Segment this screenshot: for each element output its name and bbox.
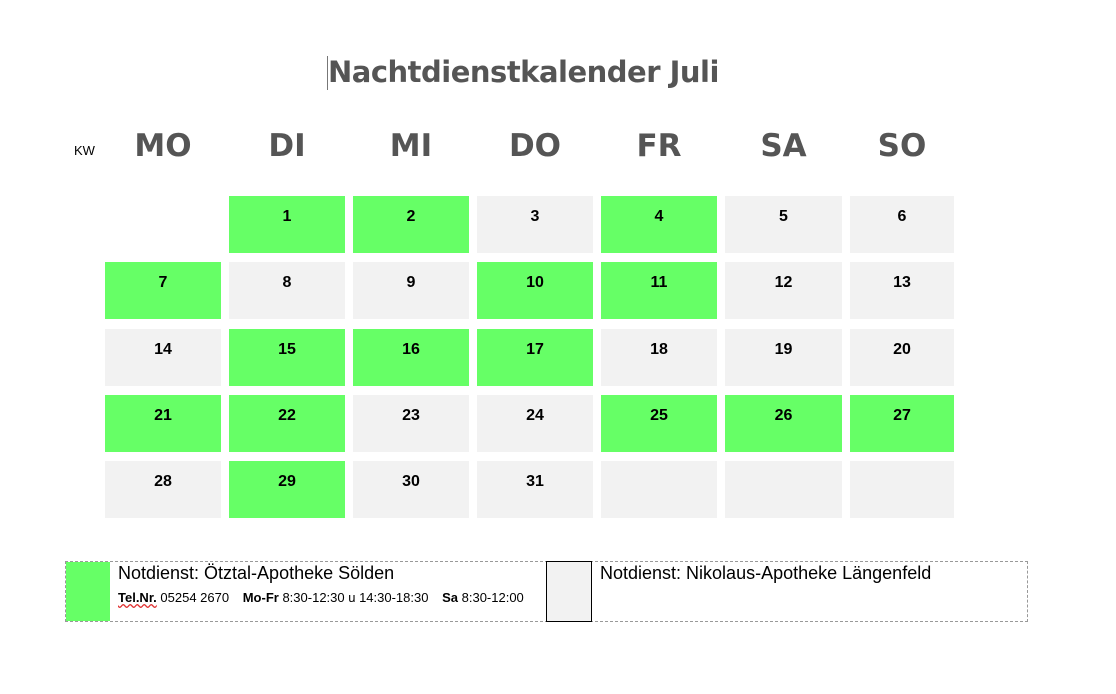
day-cell-31: 31 <box>477 461 593 518</box>
empty-cell <box>601 461 717 518</box>
legend-green-details: Tel.Nr. 05254 2670 Mo-Fr 8:30-12:30 u 14… <box>118 590 524 605</box>
day-cell-6: 6 <box>850 196 954 253</box>
day-cell-10: 10 <box>477 262 593 319</box>
day-cell-30: 30 <box>353 461 469 518</box>
day-cell-17: 17 <box>477 329 593 386</box>
day-cell-9: 9 <box>353 262 469 319</box>
day-cell-16: 16 <box>353 329 469 386</box>
weekday-header-so: SO <box>877 128 927 164</box>
sa-value: 8:30-12:00 <box>461 590 524 605</box>
text-cursor <box>327 56 328 90</box>
weekday-header-do: DO <box>508 128 562 164</box>
day-cell-27: 27 <box>850 395 954 452</box>
day-cell-15: 15 <box>229 329 345 386</box>
day-cell-20: 20 <box>850 329 954 386</box>
day-cell-3: 3 <box>477 196 593 253</box>
day-cell-1: 1 <box>229 196 345 253</box>
weekday-header-mi: MI <box>389 128 433 164</box>
empty-cell <box>725 461 842 518</box>
day-cell-21: 21 <box>105 395 221 452</box>
day-cell-23: 23 <box>353 395 469 452</box>
day-cell-5: 5 <box>725 196 842 253</box>
tel-label: Tel.Nr. <box>118 590 157 605</box>
kw-label: KW <box>74 143 95 158</box>
day-cell-7: 7 <box>105 262 221 319</box>
day-cell-29: 29 <box>229 461 345 518</box>
mofr-value: 8:30-12:30 u 14:30-18:30 <box>282 590 429 605</box>
mofr-label: Mo-Fr <box>242 590 279 605</box>
weekday-header-mo: MO <box>134 128 192 164</box>
day-cell-18: 18 <box>601 329 717 386</box>
weekday-header-di: DI <box>268 128 306 164</box>
weekday-header-sa: SA <box>760 128 807 164</box>
day-cell-4: 4 <box>601 196 717 253</box>
day-cell-25: 25 <box>601 395 717 452</box>
day-cell-22: 22 <box>229 395 345 452</box>
day-cell-14: 14 <box>105 329 221 386</box>
weekday-header-fr: FR <box>636 128 682 164</box>
day-cell-11: 11 <box>601 262 717 319</box>
page-title: Nachtdienstkalender Juli <box>328 55 719 89</box>
empty-cell <box>850 461 954 518</box>
day-cell-26: 26 <box>725 395 842 452</box>
legend-grey-title: Notdienst: Nikolaus-Apotheke Längenfeld <box>600 563 932 583</box>
day-cell-28: 28 <box>105 461 221 518</box>
legend-swatch-grey <box>546 561 592 622</box>
day-cell-19: 19 <box>725 329 842 386</box>
day-cell-2: 2 <box>353 196 469 253</box>
legend-swatch-green <box>66 562 110 621</box>
day-cell-8: 8 <box>229 262 345 319</box>
sa-label: Sa <box>442 590 458 605</box>
legend-green-title: Notdienst: Ötztal-Apotheke Sölden <box>118 563 395 583</box>
tel-value: 05254 2670 <box>160 590 230 605</box>
day-cell-12: 12 <box>725 262 842 319</box>
day-cell-24: 24 <box>477 395 593 452</box>
day-cell-13: 13 <box>850 262 954 319</box>
